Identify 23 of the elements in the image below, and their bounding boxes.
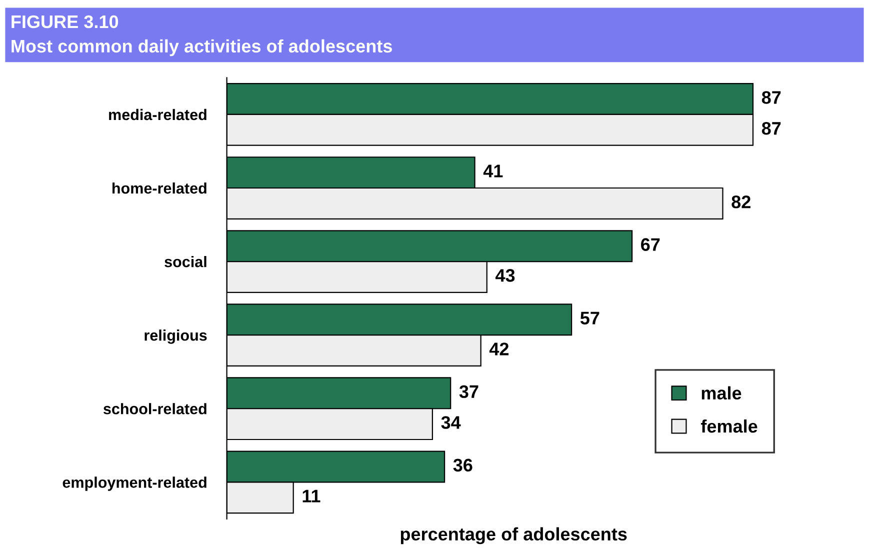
data-label: 37 xyxy=(459,385,478,398)
data-label: 57 xyxy=(580,312,600,324)
data-label: 34 xyxy=(441,416,461,429)
chart-subtitle: Most common daily activities of adolescents xyxy=(12,39,392,56)
x-axis-title: percentage of adolescents xyxy=(400,527,627,544)
y-tick-label: religious xyxy=(144,330,207,344)
data-label: 43 xyxy=(495,269,515,282)
y-tick-label: home-related xyxy=(112,182,206,194)
y-tick-label: media-related xyxy=(109,108,206,120)
data-label: 42 xyxy=(489,342,509,356)
data-label: 36 xyxy=(453,458,472,472)
data-label: 11 xyxy=(302,490,320,502)
data-label: 87 xyxy=(762,122,781,135)
data-label: 82 xyxy=(732,196,750,208)
data-label: 67 xyxy=(641,238,660,251)
y-tick-label: social xyxy=(164,256,206,268)
legend-label: female xyxy=(700,419,758,433)
data-label: 41 xyxy=(483,164,503,178)
y-tick-label: employment-related xyxy=(62,476,206,491)
text: FIGURE 3.10 xyxy=(12,15,118,28)
y-tick-label: school-related xyxy=(103,403,206,414)
data-label: 87 xyxy=(762,91,781,104)
legend-label: male xyxy=(702,386,742,400)
